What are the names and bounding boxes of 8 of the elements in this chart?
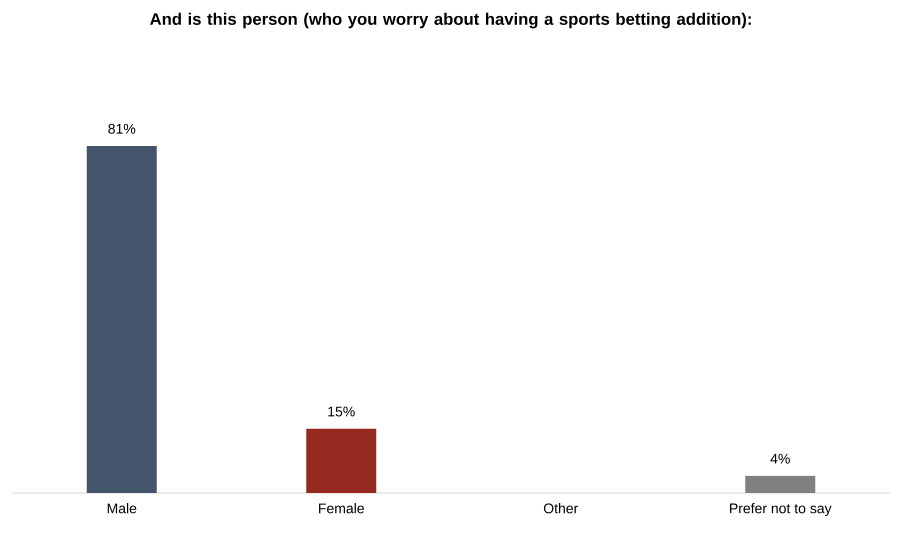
- x-tick-label: Prefer not to say: [730, 503, 832, 516]
- x-tick-label: Female: [319, 503, 364, 514]
- data-label: 15%: [328, 406, 355, 416]
- x-tick-label: Male: [108, 503, 136, 514]
- data-label: 81%: [108, 124, 136, 134]
- x-tick-label: Other: [544, 503, 578, 514]
- data-label: 4%: [770, 454, 790, 464]
- chart-title: And is this person (who you worry about having a sports betting addition):: [150, 12, 751, 28]
